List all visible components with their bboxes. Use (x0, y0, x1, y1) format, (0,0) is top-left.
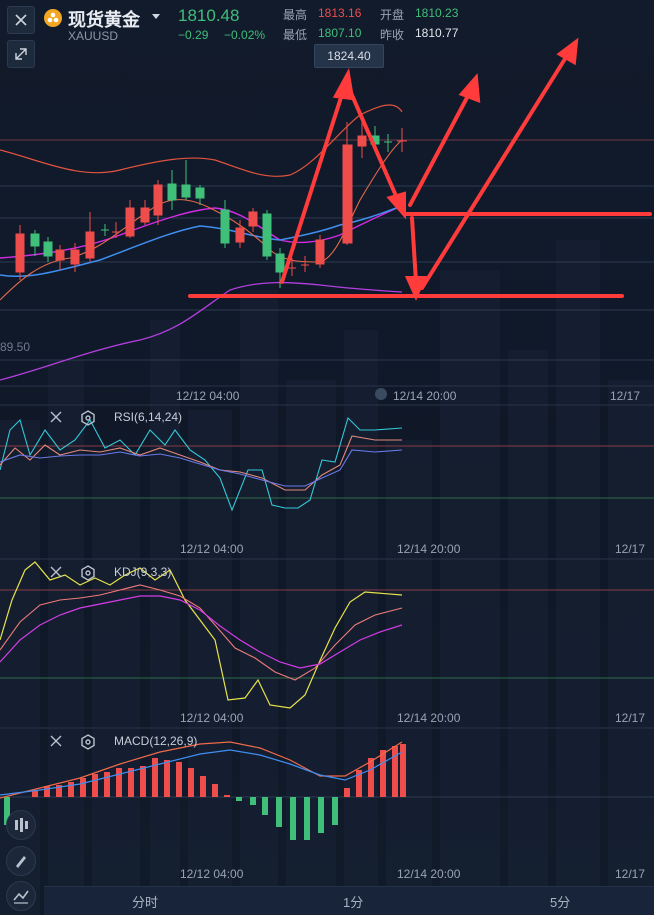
draw-tool-button[interactable] (6, 846, 36, 876)
candles (15, 118, 407, 288)
tab-5min[interactable]: 5分 (550, 895, 571, 910)
macd-label: MACD(12,26,9) (114, 734, 198, 748)
rsi-label: RSI(6,14,24) (114, 410, 183, 424)
peak-price-callout: 1824.40 (314, 44, 384, 68)
rsi-time-label-3: 12/17 (615, 542, 646, 556)
rsi-close-icon[interactable] (49, 410, 65, 426)
expand-button[interactable] (7, 40, 35, 68)
close-icon (15, 14, 27, 26)
close-button[interactable] (7, 6, 35, 34)
prev-close-label: 昨收 (380, 28, 405, 42)
ma-orange-line (0, 139, 403, 301)
macd-close-icon[interactable] (49, 734, 65, 750)
kdj-time-label-2: 12/14 20:00 (397, 711, 461, 725)
rsi-time-label-1: 12/12 04:00 (180, 542, 244, 556)
price-axis-label: 89.50 (0, 340, 31, 354)
gold-logo-icon (44, 9, 62, 27)
macd-pane (0, 741, 654, 840)
annotation-lines (188, 37, 652, 301)
high-value: 1813.16 (318, 6, 362, 20)
kdj-time-label-1: 12/12 04:00 (180, 711, 244, 725)
candle-icon (15, 818, 28, 832)
scroll-handle[interactable] (375, 388, 387, 400)
macd-time-label-1: 12/12 04:00 (180, 867, 244, 881)
header: 现货黄金 XAUUSD 1810.48 −0.29 −0.02% 最高 1813… (0, 0, 654, 46)
instrument-symbol: XAUUSD (68, 29, 119, 43)
rsi-gear-icon[interactable] (80, 410, 96, 426)
ma-upper-line (0, 104, 403, 177)
kdj-gear-icon[interactable] (80, 565, 96, 581)
time-label-3: 12/17 (610, 389, 641, 403)
kdj-label: KDJ(9,3,3) (114, 565, 172, 579)
open-label: 开盘 (380, 8, 405, 22)
low-label: 最低 (283, 28, 308, 42)
candle-style-button[interactable] (6, 810, 36, 840)
macd-gear-icon[interactable] (80, 734, 96, 750)
timeframe-bar (44, 886, 654, 915)
open-value: 1810.23 (415, 6, 459, 20)
tab-1min[interactable]: 1分 (343, 895, 364, 910)
indicator-icon (13, 890, 29, 904)
kdj-time-label-3: 12/17 (615, 711, 646, 725)
rsi-time-label-2: 12/14 20:00 (397, 542, 461, 556)
price-change: −0.29 (178, 28, 209, 42)
macd-time-label-2: 12/14 20:00 (397, 867, 461, 881)
low-value: 1807.10 (318, 26, 362, 40)
last-price: 1810.48 (178, 6, 240, 25)
price-change-pct: −0.02% (224, 28, 266, 42)
macd-time-label-3: 12/17 (615, 867, 646, 881)
tab-timeshare[interactable]: 分时 (132, 895, 159, 910)
expand-icon (15, 48, 27, 60)
high-label: 最高 (283, 8, 308, 22)
indicator-button[interactable] (6, 881, 36, 911)
prev-close-value: 1810.77 (415, 26, 459, 40)
kdj-close-icon[interactable] (49, 565, 65, 581)
pen-icon (16, 856, 26, 868)
instrument-title[interactable]: 现货黄金 (68, 10, 140, 30)
kdj-pane (0, 561, 654, 709)
chevron-down-icon[interactable] (152, 14, 160, 19)
time-label-2: 12/14 20:00 (393, 389, 457, 403)
time-label-1: 12/12 04:00 (176, 389, 240, 403)
rsi-pane (0, 416, 654, 512)
